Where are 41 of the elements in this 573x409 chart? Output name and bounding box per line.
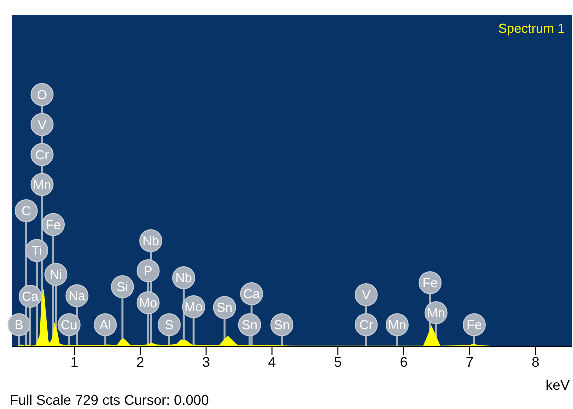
annotation: B xyxy=(14,318,24,332)
annotation: Ti xyxy=(32,243,42,258)
annotation: P xyxy=(144,264,153,278)
annotation: Mn xyxy=(33,177,52,192)
annotation: Ca xyxy=(22,289,40,304)
annotation: Fe xyxy=(46,217,62,232)
annotation: Nb xyxy=(176,270,192,286)
annotation: V xyxy=(38,117,47,132)
annotation: Mo xyxy=(184,300,203,314)
x-tick-label: 4 xyxy=(268,354,276,370)
x-tick-label: 8 xyxy=(532,354,540,370)
x-tick-label: 5 xyxy=(334,354,342,370)
x-tick-label: 3 xyxy=(202,354,210,370)
x-axis-title: keV xyxy=(546,377,571,393)
annotation: Fe xyxy=(422,275,438,290)
x-tick-label: 7 xyxy=(466,354,474,370)
annotation: Ni xyxy=(50,267,62,282)
annotation: Mn xyxy=(427,305,446,320)
annotation: Sn xyxy=(274,318,290,332)
annotation: Si xyxy=(116,279,129,294)
annotation: Mn xyxy=(388,318,406,332)
chart-title: Spectrum 1 xyxy=(498,21,565,36)
annotation: S xyxy=(165,318,174,332)
annotation: Mo xyxy=(139,296,158,310)
x-tick-label: 6 xyxy=(400,354,408,370)
annotation: Sn xyxy=(242,318,258,332)
annotation: Cr xyxy=(360,318,374,332)
annotation: Nb xyxy=(142,234,160,248)
x-tick-label: 1 xyxy=(70,354,79,370)
text: Full Scale 729 cts Cursor: 0.000 xyxy=(10,392,210,408)
annotation: C xyxy=(22,204,32,218)
x-tick-label: 2 xyxy=(136,354,145,370)
annotation: Al xyxy=(100,318,112,332)
annotation: Ca xyxy=(244,286,261,302)
annotation: Cr xyxy=(35,147,50,162)
annotation: O xyxy=(37,87,48,102)
annotation: Cu xyxy=(61,318,78,332)
annotation: Fe xyxy=(466,318,482,332)
annotation: Sn xyxy=(216,300,233,316)
annotation: Na xyxy=(68,288,86,304)
annotation: V xyxy=(362,288,372,302)
